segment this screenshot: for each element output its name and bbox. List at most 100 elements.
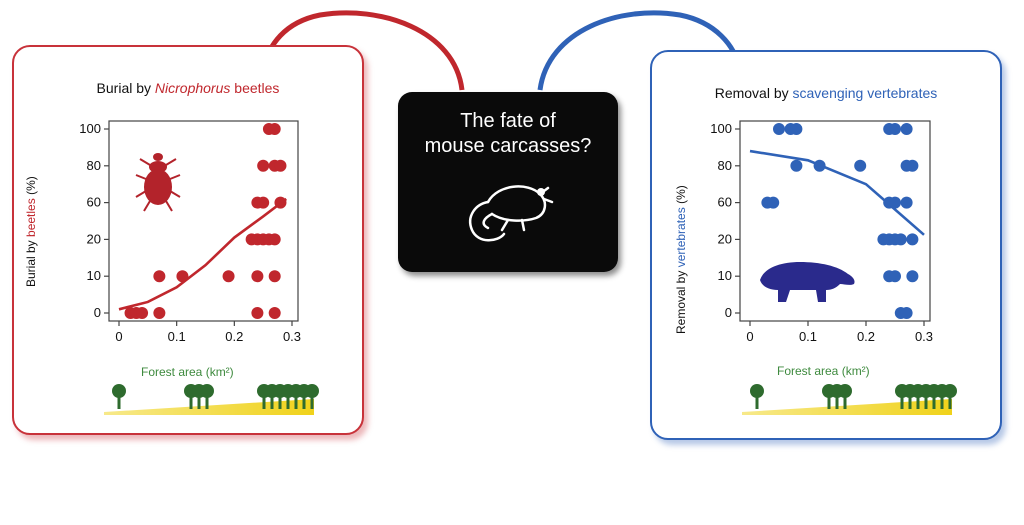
data-point bbox=[889, 123, 901, 135]
tree-icon bbox=[838, 384, 852, 398]
tree-trunk bbox=[197, 395, 201, 409]
data-point bbox=[813, 159, 826, 172]
data-point bbox=[900, 123, 913, 135]
data-point bbox=[153, 307, 166, 319]
forest-gradient-strip bbox=[104, 384, 319, 415]
tree-trunk bbox=[948, 395, 952, 409]
x-tick-label: 0.1 bbox=[799, 329, 817, 344]
tree-icon bbox=[750, 384, 764, 398]
beetle-burial-chart: 0 10 20 60 80 100 0 0.1 0.2 0.3 bbox=[79, 120, 319, 415]
data-point bbox=[257, 196, 270, 209]
plot-frame bbox=[739, 120, 931, 322]
tree-trunk bbox=[302, 395, 306, 409]
y-tick-label: 10 bbox=[87, 268, 101, 283]
tree-trunk bbox=[827, 395, 831, 409]
data-point bbox=[906, 159, 919, 172]
y-tick-label: 100 bbox=[710, 121, 732, 136]
data-point bbox=[790, 123, 803, 135]
data-point bbox=[767, 196, 780, 209]
x-tick-label: 0 bbox=[115, 329, 122, 344]
y-tick-label: 0 bbox=[94, 305, 101, 320]
tree-trunk bbox=[270, 395, 274, 409]
data-point bbox=[889, 270, 901, 283]
beetle-burial-panel: Burial by Nicrophorus beetles 0 10 20 60 80 1… bbox=[12, 45, 364, 435]
y-tick-label: 60 bbox=[718, 195, 732, 210]
tree-trunk bbox=[940, 395, 944, 409]
y-tick-label: 10 bbox=[718, 268, 732, 283]
x-tick-label: 0.2 bbox=[857, 329, 875, 344]
beetle-panel-title: Burial by Nicrophorus beetles bbox=[96, 80, 280, 96]
tree-trunk bbox=[294, 395, 298, 409]
tree-trunk bbox=[900, 395, 904, 409]
arrow-to-beetle-panel bbox=[255, 10, 465, 91]
plot-frame bbox=[108, 120, 299, 322]
y-tick-label: 60 bbox=[87, 195, 101, 210]
data-point bbox=[251, 270, 264, 283]
data-point bbox=[900, 307, 913, 319]
data-point bbox=[268, 307, 281, 319]
vertebrate-removal-chart: 0 10 20 60 80 100 0 0.1 0.2 0.3 bbox=[710, 120, 957, 415]
vertebrate-panel-title: Removal by scavenging vertebrates bbox=[714, 85, 938, 101]
beetle-y-axis-label: Burial by beetles (%) bbox=[24, 176, 38, 287]
tree-trunk bbox=[278, 395, 282, 409]
data-point bbox=[906, 233, 919, 246]
x-tick-label: 0.3 bbox=[915, 329, 933, 344]
tree-trunk bbox=[205, 395, 209, 409]
data-point bbox=[854, 159, 867, 172]
arrow-to-vertebrate-panel bbox=[537, 10, 748, 91]
data-point bbox=[136, 307, 149, 319]
tree-trunk bbox=[755, 395, 759, 409]
tree-trunk bbox=[835, 395, 839, 409]
y-tick-label: 0 bbox=[725, 305, 732, 320]
tree-trunk bbox=[843, 395, 847, 409]
data-point bbox=[176, 270, 189, 283]
beetle-icon bbox=[135, 153, 181, 212]
x-tick-label: 0.1 bbox=[168, 329, 186, 344]
data-point bbox=[153, 270, 166, 283]
data-point bbox=[268, 123, 281, 135]
data-point bbox=[790, 159, 803, 172]
data-point bbox=[251, 307, 264, 319]
tree-trunk bbox=[908, 395, 912, 409]
tree-icon bbox=[112, 384, 126, 398]
y-tick-label: 100 bbox=[79, 121, 101, 136]
tree-icon bbox=[305, 384, 319, 398]
data-point bbox=[906, 270, 919, 283]
tree-trunk bbox=[932, 395, 936, 409]
data-point bbox=[274, 196, 287, 209]
data-point bbox=[257, 159, 270, 172]
data-point bbox=[222, 270, 235, 283]
vertebrate-y-axis-label: Removal by vertebrates (%) bbox=[674, 185, 688, 334]
beetle-x-axis-label: Forest area (km²) bbox=[141, 365, 234, 379]
trend-line bbox=[118, 197, 288, 311]
vertebrate-removal-panel: Removal by scavenging vertebrates 0 10 20 6… bbox=[650, 50, 1002, 440]
data-point bbox=[894, 233, 907, 246]
tree-trunk bbox=[262, 395, 266, 409]
data-point bbox=[889, 196, 901, 209]
y-tick-label: 20 bbox=[87, 231, 101, 246]
tree-trunk bbox=[924, 395, 928, 409]
tree-trunk bbox=[286, 395, 290, 409]
x-tick-label: 0.3 bbox=[283, 329, 301, 344]
x-tick-label: 0 bbox=[746, 329, 753, 344]
x-tick-label: 0.2 bbox=[225, 329, 243, 344]
data-point bbox=[773, 123, 785, 135]
data-point bbox=[274, 159, 287, 172]
tree-icon bbox=[943, 384, 957, 398]
tree-trunk bbox=[916, 395, 920, 409]
central-question-box: The fate of mouse carcasses? bbox=[398, 92, 618, 272]
y-tick-label: 20 bbox=[718, 231, 732, 246]
data-point bbox=[900, 196, 913, 209]
nicrophorus-label: Nicrophorus bbox=[154, 80, 231, 96]
forest-gradient-strip bbox=[742, 384, 957, 415]
central-question-text: The fate of mouse carcasses? bbox=[424, 110, 592, 157]
tree-trunk bbox=[117, 395, 121, 409]
data-point bbox=[268, 270, 281, 283]
vertebrate-x-axis-label: Forest area (km²) bbox=[777, 364, 870, 378]
tree-trunk bbox=[310, 395, 314, 409]
trend-line bbox=[749, 149, 925, 236]
y-tick-label: 80 bbox=[87, 158, 101, 173]
y-tick-label: 80 bbox=[718, 158, 732, 173]
tree-icon bbox=[200, 384, 214, 398]
